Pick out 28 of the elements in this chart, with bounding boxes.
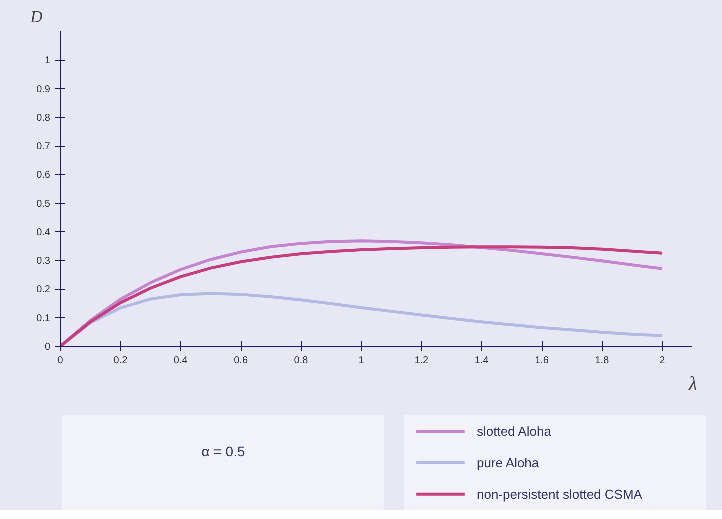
- y-tick-label: 0.1: [36, 313, 51, 324]
- x-tick-label: 0: [58, 356, 64, 366]
- y-tick-label: 0.7: [36, 142, 51, 153]
- y-tick-label: 0.8: [36, 112, 51, 124]
- x-tick-label: 1.8: [595, 356, 610, 366]
- x-tick-label: 0.6: [234, 356, 248, 366]
- x-tick-label: 1.6: [535, 356, 550, 366]
- legend-label: non-persistent slotted CSMA: [476, 486, 643, 502]
- y-tick-label: 0.4: [36, 227, 51, 238]
- y-tick-label: 0.9: [36, 84, 51, 96]
- x-tick-label: 0.8: [294, 356, 309, 366]
- legend-label: slotted Aloha: [476, 424, 552, 440]
- x-tick-label: 1.2: [414, 356, 430, 366]
- x-tick-label: 1: [358, 356, 365, 366]
- y-tick-label: 1: [44, 56, 51, 67]
- x-tick-label: 1.4: [474, 356, 490, 366]
- y-tick-label: 0.5: [36, 198, 51, 210]
- y-tick-label: 0.3: [36, 256, 51, 268]
- x-tick-label: 0.2: [114, 356, 128, 366]
- y-tick-label: 0: [44, 342, 51, 353]
- y-tick-label: 0.2: [36, 284, 51, 296]
- x-tick-label: 0.4: [174, 356, 188, 366]
- x-tick-label: 2: [660, 356, 666, 366]
- text: α = 0.5: [202, 444, 246, 460]
- x-axis-title: λ: [688, 374, 698, 396]
- y-tick-label: 0.6: [36, 170, 51, 182]
- y-axis-title: D: [30, 8, 44, 26]
- legend-label: pure Aloha: [476, 456, 540, 470]
